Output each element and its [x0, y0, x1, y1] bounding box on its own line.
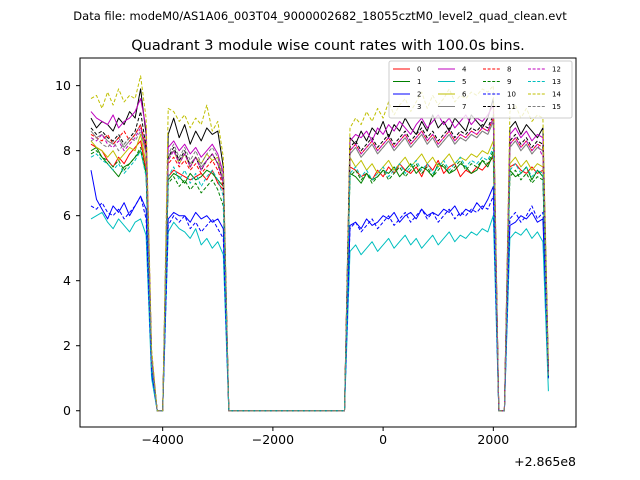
legend-entry-7: 7 — [438, 103, 466, 111]
legend-entry-15: 15 — [528, 103, 561, 111]
chart-title: Quadrant 3 module wise count rates with … — [131, 38, 525, 54]
y-tick-label: 0 — [63, 403, 71, 418]
y-tick-label: 6 — [63, 208, 71, 223]
legend-label: 15 — [552, 103, 561, 111]
plot-lines — [90, 75, 549, 412]
legend-label: 11 — [507, 103, 516, 111]
legend-label: 0 — [417, 66, 421, 74]
y-tick-label: 8 — [63, 143, 71, 158]
x-axis: −4000 −2000 0 2000 — [142, 427, 509, 447]
y-tick-label: 4 — [63, 273, 71, 288]
legend-label: 8 — [507, 66, 511, 74]
legend-label: 1 — [417, 78, 421, 86]
series-line-15 — [90, 120, 549, 412]
legend-entry-12: 12 — [528, 66, 561, 74]
legend-entry-3: 3 — [393, 103, 421, 111]
legend-label: 10 — [507, 91, 516, 99]
legend-entry-6: 6 — [438, 91, 467, 99]
x-tick-label: −4000 — [142, 432, 184, 447]
x-axis-offset-label: +2.865e8 — [514, 454, 576, 469]
legend-entry-5: 5 — [438, 78, 466, 86]
legend-entry-13: 13 — [528, 78, 561, 86]
y-tick-label: 10 — [55, 78, 71, 93]
legend-label: 6 — [462, 91, 467, 99]
legend-label: 5 — [462, 78, 466, 86]
legend-label: 3 — [417, 103, 421, 111]
legend-label: 14 — [552, 91, 561, 99]
y-axis: 0 2 4 6 8 10 — [55, 78, 80, 418]
x-tick-label: 2000 — [477, 432, 509, 447]
legend-entry-14: 14 — [528, 91, 561, 99]
figure-suptitle: Data file: modeM0/AS1A06_003T04_90000026… — [73, 9, 567, 23]
legend-entry-2: 2 — [393, 91, 421, 99]
legend-label: 12 — [552, 66, 561, 74]
legend-label: 7 — [462, 103, 466, 111]
legend-entry-11: 11 — [483, 103, 516, 111]
x-tick-label: 0 — [379, 432, 387, 447]
legend-entry-0: 0 — [393, 66, 421, 74]
legend-box — [388, 60, 573, 119]
y-tick-label: 2 — [63, 338, 71, 353]
legend-label: 13 — [552, 78, 561, 86]
legend-entry-10: 10 — [483, 91, 516, 99]
x-tick-label: −2000 — [252, 432, 294, 447]
legend-label: 2 — [417, 91, 421, 99]
legend-label: 9 — [507, 78, 511, 86]
plot-frame — [79, 57, 577, 428]
legend-entry-9: 9 — [483, 78, 511, 86]
legend-entry-8: 8 — [483, 66, 511, 74]
legend-entry-4: 4 — [438, 66, 467, 74]
legend-entry-1: 1 — [393, 78, 421, 86]
legend-label: 4 — [462, 66, 467, 74]
